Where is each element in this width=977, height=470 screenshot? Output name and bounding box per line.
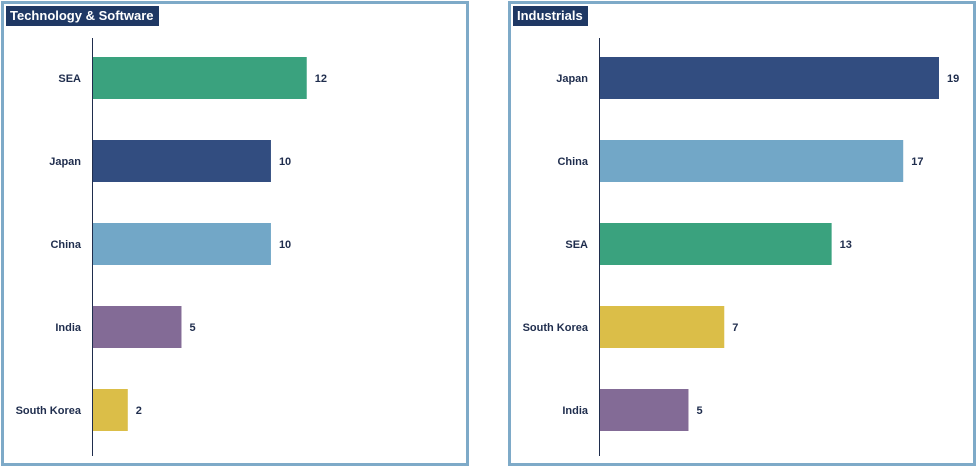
data-label: 5	[189, 322, 195, 334]
bar-japan	[92, 140, 271, 182]
bar-china	[599, 140, 904, 182]
data-label: 2	[136, 405, 142, 417]
data-label: 10	[279, 156, 291, 168]
category-label: India	[55, 322, 82, 334]
chart-panel-technology-software: Technology & Software SEA 12 Japan 10 China 1…	[1, 1, 469, 466]
chart-panel-industrials: Industrials Japan 19 China 17 SEA 13 South Kor…	[508, 1, 976, 466]
bar-south-korea	[92, 389, 128, 431]
data-label: 5	[696, 405, 702, 417]
category-label: SEA	[58, 73, 81, 85]
data-label: 12	[315, 73, 327, 85]
bar-sea	[599, 223, 832, 265]
category-label: Japan	[556, 73, 588, 85]
chart-title: Industrials	[513, 6, 588, 26]
data-label: 7	[732, 322, 738, 334]
data-label: 10	[279, 239, 291, 251]
category-label: South Korea	[523, 322, 589, 334]
category-label: China	[50, 239, 81, 251]
category-label: China	[557, 156, 588, 168]
bar-chart-technology-software: SEA 12 Japan 10 China 10 India 5 South Korea 2	[16, 38, 327, 456]
data-label: 19	[947, 73, 959, 85]
bar-china	[92, 223, 271, 265]
bar-chart-industrials: Japan 19 China 17 SEA 13 South Korea 7 India 5	[523, 38, 959, 456]
category-label: India	[562, 405, 589, 417]
category-label: Japan	[49, 156, 81, 168]
data-label: 13	[840, 239, 852, 251]
bar-india	[599, 389, 689, 431]
chart-title: Technology & Software	[6, 6, 159, 26]
category-label: SEA	[565, 239, 588, 251]
bar-sea	[92, 57, 307, 99]
category-label: South Korea	[16, 405, 82, 417]
bar-india	[92, 306, 182, 348]
bar-japan	[599, 57, 939, 99]
bar-south-korea	[599, 306, 725, 348]
data-label: 17	[911, 156, 923, 168]
